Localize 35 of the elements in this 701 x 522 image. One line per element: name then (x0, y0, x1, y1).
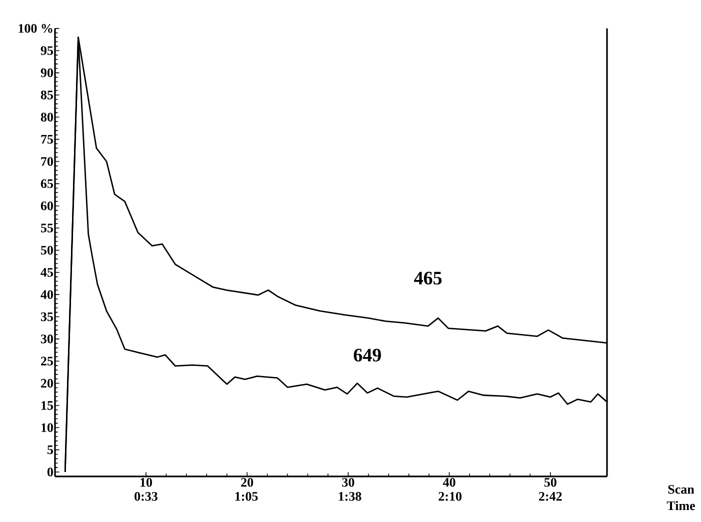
x2-tick-label: 1:38 (338, 492, 362, 501)
x-tick-label: 20 (241, 478, 254, 487)
series-label: 465 (414, 272, 442, 285)
y-tick-label: 95 (40, 46, 53, 55)
series-label: 649 (354, 348, 381, 362)
y-tick-label: 35 (40, 312, 53, 322)
y-tick-label: 40 (40, 290, 53, 299)
y-tick-label: 85 (40, 90, 53, 100)
x2-tick-label: 0:33 (134, 492, 158, 501)
y-tick-label: 100 % (18, 24, 52, 33)
x2-tick-label: 2:42 (539, 492, 562, 501)
y-tick-label: 80 (40, 112, 53, 122)
y-tick-label: 55 (40, 224, 53, 232)
y-tick-label: 50 (40, 246, 53, 255)
x2-tick-label: 2:10 (438, 492, 462, 501)
y-tick-label: 60 (40, 201, 53, 210)
y-tick-label: 65 (40, 179, 53, 188)
y-tick-label: 70 (41, 157, 53, 166)
y-tick-label: 10 (42, 423, 53, 432)
y-tick-label: 0 (47, 468, 53, 476)
y-tick-label: 90 (40, 68, 53, 78)
x-tick-label: 10 (140, 478, 152, 487)
x2-tick-label: 1:05 (235, 492, 258, 501)
y-tick-label: 20 (41, 378, 53, 388)
y-tick-label: 15 (42, 401, 53, 410)
y-tick-label: 25 (41, 356, 53, 366)
y-tick-label: 30 (40, 334, 53, 344)
y-tick-label: 75 (41, 135, 53, 144)
x-axis-title: Scan (668, 484, 694, 494)
x-tick-label: 40 (442, 478, 456, 487)
y-tick-label: 5 (47, 445, 53, 454)
y-tick-label: 45 (40, 268, 53, 277)
x-tick-label: 50 (544, 478, 556, 487)
x-tick-label: 30 (342, 478, 354, 487)
x2-axis-title: Time (666, 500, 695, 510)
